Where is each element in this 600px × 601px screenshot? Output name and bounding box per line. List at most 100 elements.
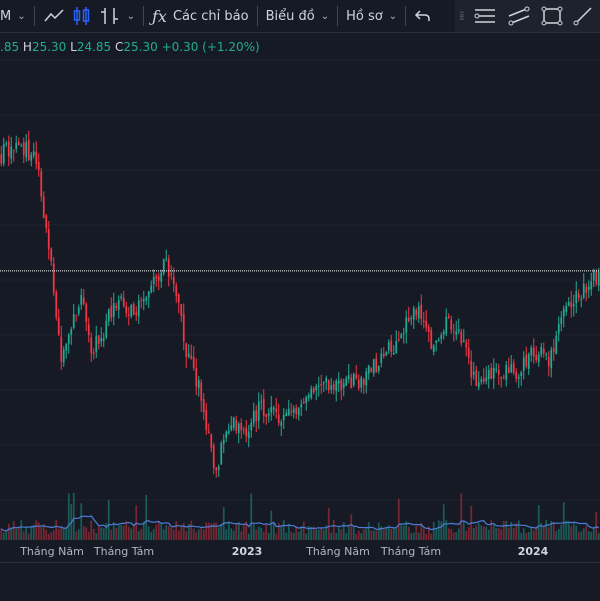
volume-bar	[177, 530, 180, 540]
candle-body	[167, 259, 170, 277]
volume-bar	[275, 533, 278, 540]
volume-bar	[327, 507, 330, 540]
candle-body	[362, 379, 365, 385]
candle-body	[507, 367, 510, 373]
undo-button[interactable]	[414, 0, 432, 32]
rectangle-tool-icon[interactable]	[541, 6, 563, 26]
trend-line-tool-icon[interactable]	[573, 6, 593, 26]
candle-body	[230, 425, 233, 430]
volume-bar	[307, 526, 310, 540]
volume-bar	[252, 523, 255, 540]
volume-bar	[265, 524, 268, 540]
ohlc-high-label: H	[22, 40, 32, 54]
candle-body	[240, 423, 243, 431]
candle-body	[540, 347, 543, 355]
candle-body	[172, 276, 175, 284]
candle-body	[27, 139, 30, 160]
horizontal-lines-tool-icon[interactable]	[473, 6, 497, 26]
volume-bar	[57, 528, 60, 540]
interval-button[interactable]: M ⌄	[0, 0, 26, 32]
toolbar-divider	[337, 6, 339, 26]
volume-bar	[152, 529, 155, 540]
volume-bar	[197, 529, 200, 540]
candle-body	[7, 141, 10, 157]
candle-body	[210, 434, 213, 448]
ohlc-change-value: +0.30 (+1.20%)	[161, 40, 260, 54]
volume-bar	[45, 529, 48, 540]
volume-bar	[122, 525, 125, 540]
candle-body	[447, 316, 450, 318]
candlestick-series	[0, 130, 600, 478]
candle-body	[445, 316, 448, 334]
volume-bar	[5, 531, 8, 540]
candle-body	[565, 306, 568, 312]
chart-menu-button[interactable]: Biểu đồ ⌄	[266, 0, 330, 32]
candle-body	[342, 383, 345, 388]
volume-bar	[270, 510, 273, 540]
candle-body	[467, 347, 470, 358]
candle-body	[300, 404, 303, 408]
volume-bar	[77, 529, 80, 540]
candle-body	[597, 271, 600, 286]
volume-bar	[15, 528, 18, 540]
chart-style-candles-button[interactable]	[71, 0, 93, 32]
candle-body	[180, 304, 183, 316]
drag-handle-icon[interactable]: ⁞⁞	[459, 9, 464, 23]
candle-body	[522, 357, 525, 371]
candle-body	[75, 314, 78, 316]
volume-bar	[75, 531, 78, 540]
candle-body	[137, 300, 140, 317]
volume-bar	[410, 533, 413, 540]
volume-bar	[442, 504, 445, 540]
indicators-button[interactable]: ƒx Các chỉ báo	[152, 0, 249, 32]
volume-bar	[295, 526, 298, 540]
parallel-channel-tool-icon[interactable]	[507, 6, 531, 26]
volume-bar	[337, 526, 340, 540]
candle-body	[492, 367, 495, 379]
candle-body	[425, 320, 428, 328]
candle-body	[182, 313, 185, 342]
candle-body	[420, 304, 423, 319]
candle-body	[437, 339, 440, 341]
volume-bar	[0, 528, 3, 540]
candle-body	[72, 314, 75, 329]
candle-body	[115, 305, 118, 309]
volume-bar	[155, 524, 158, 540]
volume-bar	[262, 532, 265, 540]
price-chart[interactable]	[0, 32, 600, 540]
chart-grid	[0, 59, 600, 501]
volume-bar	[417, 532, 420, 540]
candle-body	[30, 154, 33, 161]
volume-bar	[502, 520, 505, 540]
volume-bar	[250, 493, 253, 540]
candle-body	[255, 410, 258, 421]
candle-body	[375, 358, 378, 373]
volume-bar	[215, 522, 218, 540]
volume-bar	[507, 527, 510, 540]
volume-bar	[20, 520, 23, 540]
candle-body	[80, 294, 83, 305]
candle-body	[307, 394, 310, 398]
chart-style-bars-button[interactable]: ⌄	[99, 0, 135, 32]
candle-body	[427, 326, 430, 332]
chevron-down-icon: ⌄	[388, 10, 398, 22]
candle-body	[525, 354, 528, 367]
candle-body	[305, 397, 308, 404]
chart-style-line-button[interactable]	[43, 0, 65, 32]
candle-body	[105, 320, 108, 338]
candle-body	[512, 362, 515, 373]
candle-body	[312, 388, 315, 393]
volume-bar	[325, 525, 328, 540]
candle-body	[567, 302, 570, 306]
candle-body	[452, 331, 455, 333]
volume-bar	[597, 533, 600, 540]
candle-body	[15, 142, 18, 149]
candle-body	[52, 263, 55, 293]
profile-menu-button[interactable]: Hồ sơ ⌄	[346, 0, 397, 32]
candle-body	[82, 297, 85, 304]
volume-bar	[25, 527, 28, 540]
candle-body	[337, 380, 340, 384]
volume-bar	[322, 529, 325, 540]
volume-bar	[575, 525, 578, 540]
volume-bar	[230, 528, 233, 540]
